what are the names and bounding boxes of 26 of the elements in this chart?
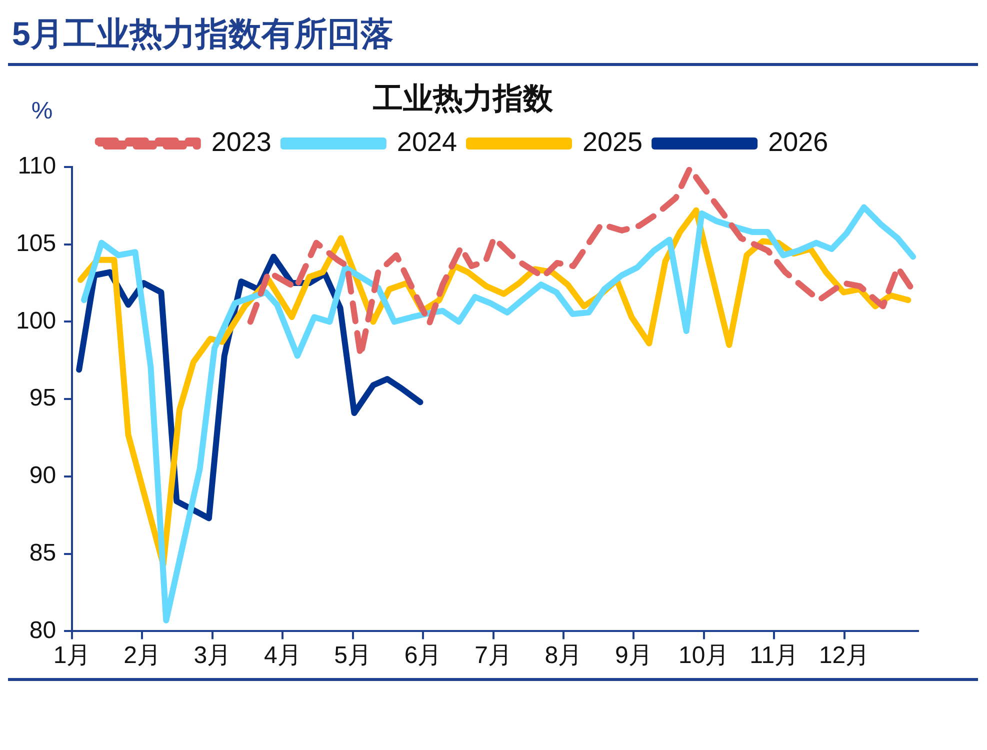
y-tick-label: 95 (29, 384, 56, 412)
x-tick-label: 6月 (404, 642, 442, 670)
x-tick-label: 11月 (750, 642, 799, 670)
y-tick-label: 110 (18, 152, 56, 180)
legend-label: 2024 (396, 126, 458, 157)
y-tick-label: 85 (29, 539, 56, 566)
x-tick-label: 2月 (124, 642, 161, 670)
x-tick-label: 5月 (334, 642, 372, 670)
legend-label: 2025 (582, 126, 643, 157)
x-tick-label: 12月 (818, 642, 870, 670)
x-tick-label: 7月 (474, 642, 512, 670)
x-tick-label: 4月 (264, 642, 302, 670)
y-tick-label: 105 (16, 230, 56, 257)
chart-subtitle: 工业热力指数 (372, 82, 554, 116)
y-tick-label: 90 (29, 462, 56, 490)
chart-title: 5月工业热力指数有所回落 (8, 8, 978, 66)
y-axis-title: % (31, 98, 53, 125)
x-tick-label: 3月 (194, 642, 232, 670)
x-tick-label: 9月 (614, 642, 652, 670)
y-tick-label: 100 (16, 307, 56, 334)
y-tick-label: 80 (29, 616, 56, 644)
legend-label: 2023 (211, 126, 272, 157)
x-tick-label: 10月 (678, 642, 730, 670)
x-tick-label: 8月 (544, 642, 582, 670)
legend-label: 2026 (768, 126, 828, 157)
x-tick-label: 1月 (53, 642, 91, 670)
